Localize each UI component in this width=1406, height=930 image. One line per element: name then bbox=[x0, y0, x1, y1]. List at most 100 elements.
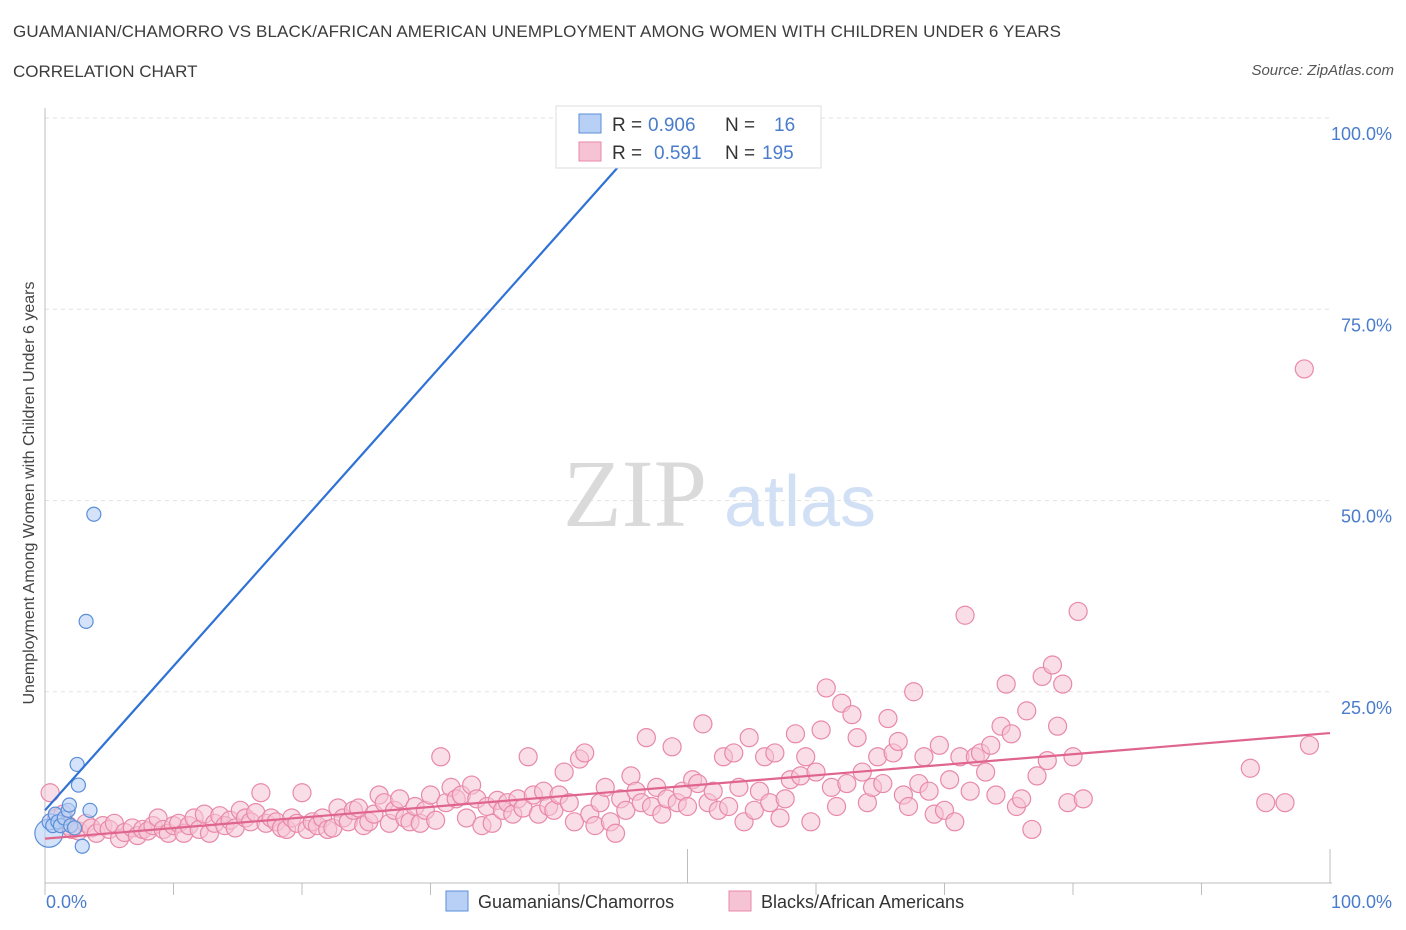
y-tick-label-3: 100.0% bbox=[1331, 124, 1392, 144]
pink-point-168 bbox=[914, 747, 934, 767]
pink-point-102 bbox=[575, 743, 595, 763]
pink-point-198 bbox=[1068, 601, 1088, 622]
pink-point-166 bbox=[904, 682, 924, 702]
tick-labels: 25.0% 50.0% 75.0% 100.0% 0.0% 100.0% bbox=[46, 124, 1392, 912]
pink-point-119 bbox=[662, 737, 682, 757]
blue-point-15 bbox=[82, 802, 98, 818]
pink-point-147 bbox=[806, 762, 826, 782]
pink-point-39 bbox=[251, 783, 271, 803]
pink-point-98 bbox=[554, 762, 574, 782]
pink-point-190 bbox=[1027, 766, 1047, 786]
legend-swatch-guamanians bbox=[445, 890, 469, 912]
legend-swatch-blacks bbox=[728, 890, 752, 912]
watermark-atlas: atlas bbox=[724, 462, 876, 542]
pink-trend-line bbox=[44, 731, 1331, 840]
pink-point-203 bbox=[1256, 793, 1276, 813]
axes bbox=[44, 108, 1332, 895]
pink-point-131 bbox=[724, 743, 744, 763]
pink-point-195 bbox=[1053, 674, 1073, 694]
grid-lines bbox=[45, 117, 1330, 693]
pink-point-47 bbox=[292, 783, 312, 803]
pink-point-139 bbox=[765, 743, 785, 763]
x-tick-label-end: 100.0% bbox=[1331, 892, 1392, 912]
pink-point-141 bbox=[775, 789, 795, 809]
blue-point-11 bbox=[69, 756, 85, 773]
blue-trend-line bbox=[44, 117, 663, 812]
blue-point-10 bbox=[66, 820, 83, 836]
stats-n-value-1: 16 bbox=[774, 115, 795, 136]
blue-series-points bbox=[34, 506, 102, 854]
stats-r-label-2: R = bbox=[612, 143, 642, 164]
pink-point-189 bbox=[1022, 819, 1042, 840]
pink-point-160 bbox=[873, 773, 893, 794]
watermark-zip: ZIP bbox=[563, 440, 707, 547]
pink-point-145 bbox=[796, 747, 816, 767]
pink-point-202 bbox=[1275, 793, 1295, 813]
pink-point-163 bbox=[888, 731, 908, 752]
pink-point-114 bbox=[636, 728, 656, 748]
pink-point-74 bbox=[431, 747, 451, 767]
pink-point-79 bbox=[456, 808, 477, 828]
pink-point-148 bbox=[811, 720, 831, 740]
pink-point-169 bbox=[919, 781, 939, 801]
pink-point-174 bbox=[945, 812, 965, 832]
y-tick-label-2: 75.0% bbox=[1341, 315, 1392, 335]
pink-point-146 bbox=[801, 812, 821, 832]
blue-point-14 bbox=[78, 613, 94, 629]
pink-point-194 bbox=[1047, 716, 1068, 736]
blue-point-12 bbox=[70, 777, 87, 793]
pink-point-188 bbox=[1017, 701, 1037, 721]
pink-point-127 bbox=[703, 781, 723, 801]
pink-point-193 bbox=[1042, 655, 1063, 675]
pink-point-66 bbox=[390, 789, 410, 809]
pink-point-197 bbox=[1063, 747, 1083, 767]
chart-title: GUAMANIAN/CHAMORRO VS BLACK/AFRICAN AMER… bbox=[13, 22, 1062, 41]
pink-point-99 bbox=[559, 793, 579, 813]
pink-point-182 bbox=[986, 785, 1006, 805]
blue-point-9 bbox=[61, 797, 78, 813]
pink-point-130 bbox=[719, 796, 739, 817]
pink-point-91 bbox=[518, 747, 538, 767]
pink-point-110 bbox=[616, 800, 636, 820]
pink-point-72 bbox=[420, 785, 441, 805]
stats-r-value-1: 0.906 bbox=[648, 115, 696, 136]
legend-label-blacks: Blacks/African Americans bbox=[761, 892, 964, 912]
stats-n-value-2: 195 bbox=[762, 143, 794, 164]
blue-point-13 bbox=[74, 838, 90, 854]
bottom-legend: Guamanians/Chamorros Blacks/African Amer… bbox=[445, 890, 964, 912]
pink-point-171 bbox=[929, 735, 949, 755]
pink-point-200 bbox=[1294, 359, 1314, 379]
stats-n-label-2: N = bbox=[725, 143, 755, 164]
stats-r-value-2: 0.591 bbox=[654, 143, 702, 164]
trend-lines bbox=[44, 117, 1331, 840]
pink-point-154 bbox=[842, 705, 862, 725]
pink-point-192 bbox=[1037, 750, 1057, 771]
pink-point-185 bbox=[1001, 724, 1021, 744]
pink-point-181 bbox=[981, 735, 1001, 755]
pink-point-149 bbox=[816, 678, 836, 698]
pink-point-173 bbox=[940, 770, 960, 790]
stats-n-label-1: N = bbox=[725, 115, 755, 136]
pink-series-points bbox=[40, 359, 1320, 849]
blue-point-16 bbox=[86, 506, 102, 522]
pink-point-122 bbox=[677, 796, 698, 817]
pink-point-151 bbox=[826, 796, 847, 817]
pink-point-177 bbox=[960, 781, 980, 801]
pink-point-73 bbox=[426, 810, 446, 830]
pink-point-161 bbox=[878, 708, 898, 729]
pink-point-201 bbox=[1299, 735, 1320, 755]
chart-subtitle: CORRELATION CHART bbox=[13, 62, 198, 81]
pink-point-187 bbox=[1011, 789, 1032, 809]
stats-swatch-pink bbox=[578, 141, 602, 162]
pink-point-180 bbox=[976, 762, 996, 782]
pink-point-143 bbox=[785, 724, 806, 744]
stats-legend-box: R = 0.906 N = 16 R = 0.591 N = 195 bbox=[555, 105, 822, 169]
stats-r-label-1: R = bbox=[612, 115, 642, 136]
pink-point-134 bbox=[739, 728, 759, 748]
pink-point-184 bbox=[996, 674, 1016, 694]
y-tick-label-1: 50.0% bbox=[1341, 507, 1392, 527]
pink-point-100 bbox=[564, 812, 585, 832]
pink-point-135 bbox=[744, 800, 764, 820]
pink-point-0 bbox=[40, 783, 60, 803]
